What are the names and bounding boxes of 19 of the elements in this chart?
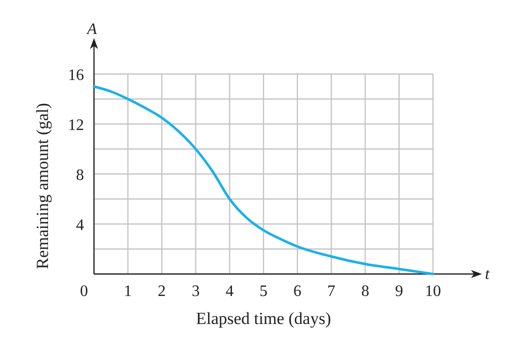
x-tick-label: 8 (361, 283, 370, 300)
x-tick-label: 9 (395, 283, 404, 300)
y-tick-label: 12 (68, 117, 84, 134)
x-tick-label: 7 (327, 283, 336, 300)
x-tick-label: 6 (293, 283, 302, 300)
text: A (86, 21, 98, 38)
text: t (485, 266, 490, 283)
x-tick-label: 10 (425, 283, 441, 300)
x-tick-label: 5 (260, 283, 268, 300)
x-tick-label: 1 (124, 283, 132, 300)
y-tick-label: 8 (76, 167, 84, 184)
x-axis-title: Elapsed time (days) (196, 309, 332, 328)
x-tick-label: 3 (192, 283, 200, 300)
x-tick-label: 2 (158, 283, 166, 300)
y-tick-label: 4 (76, 217, 84, 234)
x-tick-label: 4 (226, 283, 234, 300)
x-tick-label: 0 (80, 283, 88, 300)
y-axis-title: Remaining amount (gal) (33, 102, 52, 270)
y-tick-label: 16 (68, 67, 84, 84)
